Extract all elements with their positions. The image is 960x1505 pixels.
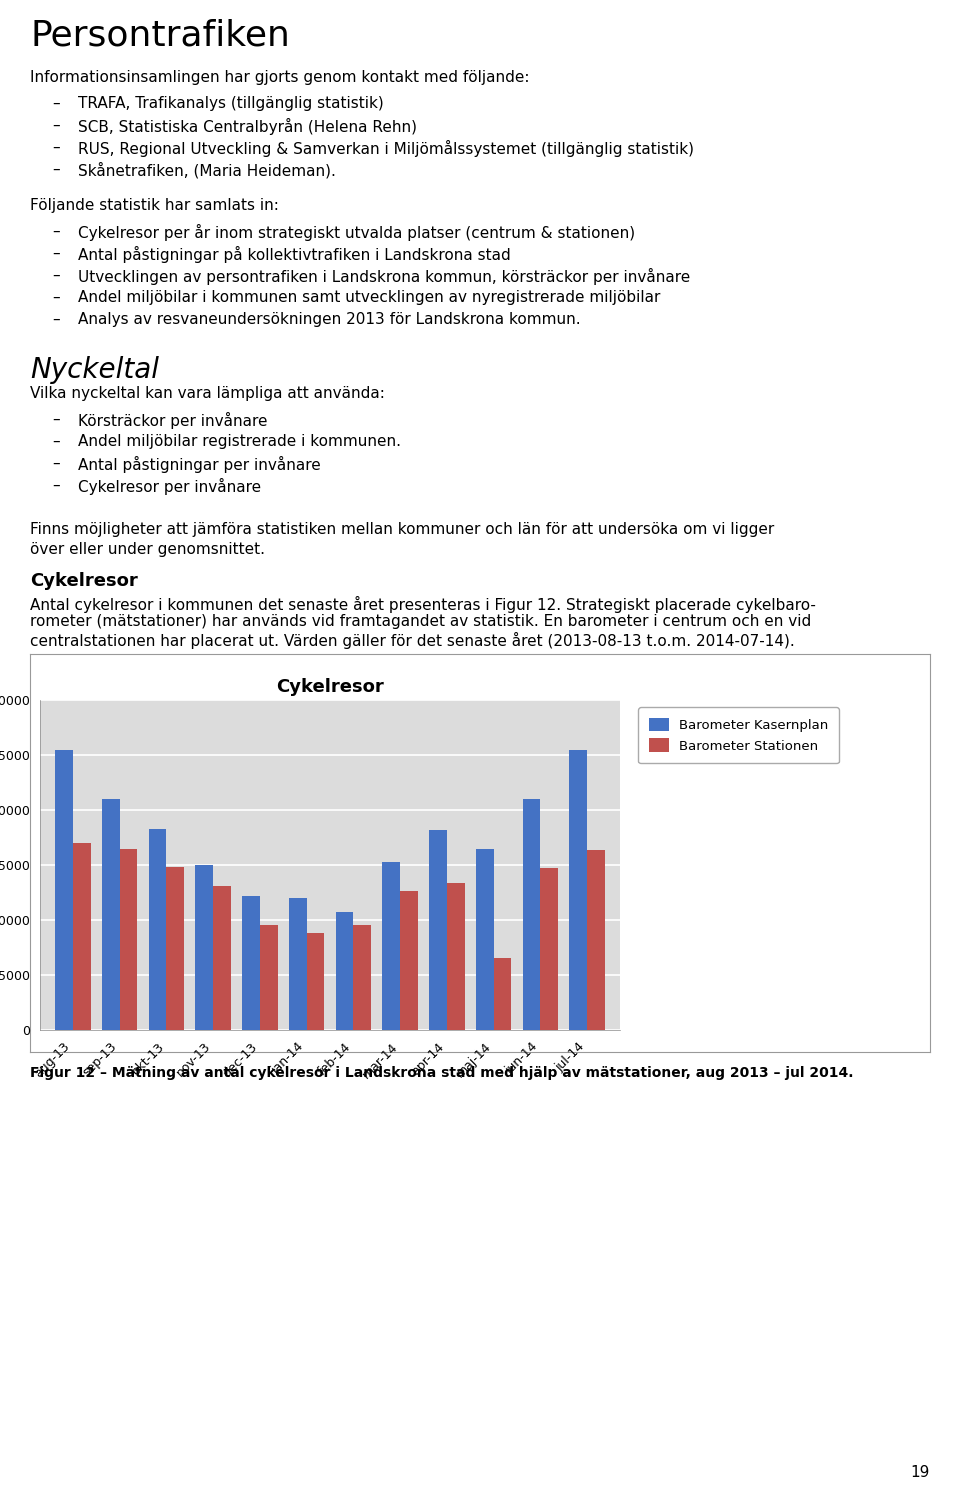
Bar <box>569 749 588 1031</box>
Text: Utvecklingen av persontrafiken i Landskrona kommun, körsträckor per invånare: Utvecklingen av persontrafiken i Landskr… <box>78 268 690 284</box>
Text: Andel miljöbilar i kommunen samt utvecklingen av nyregistrerade miljöbilar: Andel miljöbilar i kommunen samt utveckl… <box>78 290 660 306</box>
Bar <box>447 883 465 1031</box>
Text: Figur 12 – Mätning av antal cykelresor i Landskrona stad med hjälp av mätstation: Figur 12 – Mätning av antal cykelresor i… <box>30 1066 853 1081</box>
Bar <box>353 926 372 1031</box>
Text: –: – <box>52 163 60 178</box>
Text: –: – <box>52 433 60 448</box>
Text: centralstationen har placerat ut. Värden gäller för det senaste året (2013-08-13: centralstationen har placerat ut. Värden… <box>30 632 795 649</box>
Text: Antal påstigningar på kollektivtrafiken i Landskrona stad: Antal påstigningar på kollektivtrafiken … <box>78 245 511 263</box>
Text: –: – <box>52 224 60 239</box>
Bar <box>540 868 559 1031</box>
Text: Körsträckor per invånare: Körsträckor per invånare <box>78 412 268 429</box>
Bar <box>166 867 184 1031</box>
Text: Cykelresor per invånare: Cykelresor per invånare <box>78 479 261 495</box>
Text: Finns möjligheter att jämföra statistiken mellan kommuner och län för att unders: Finns möjligheter att jämföra statistike… <box>30 522 775 537</box>
Text: RUS, Regional Utveckling & Samverkan i Miljömålssystemet (tillgänglig statistik): RUS, Regional Utveckling & Samverkan i M… <box>78 140 694 157</box>
Text: Nyckeltal: Nyckeltal <box>30 357 159 384</box>
Text: Antal cykelresor i kommunen det senaste året presenteras i Figur 12. Strategiskt: Antal cykelresor i kommunen det senaste … <box>30 596 816 613</box>
Bar <box>289 898 306 1031</box>
Bar <box>55 749 73 1031</box>
Text: Analys av resvaneundersökningen 2013 för Landskrona kommun.: Analys av resvaneundersökningen 2013 för… <box>78 312 581 327</box>
Bar <box>306 933 324 1031</box>
Bar <box>149 829 166 1031</box>
Text: –: – <box>52 245 60 260</box>
Text: Antal påstigningar per invånare: Antal påstigningar per invånare <box>78 456 321 473</box>
Text: rometer (mätstationer) har används vid framtagandet av statistik. En barometer i: rometer (mätstationer) har används vid f… <box>30 614 811 629</box>
Bar <box>588 850 605 1031</box>
Text: över eller under genomsnittet.: över eller under genomsnittet. <box>30 542 265 557</box>
Bar <box>213 886 230 1031</box>
Text: Vilka nyckeltal kan vara lämpliga att använda:: Vilka nyckeltal kan vara lämpliga att an… <box>30 385 385 400</box>
Text: Cykelresor per år inom strategiskt utvalda platser (centrum & stationen): Cykelresor per år inom strategiskt utval… <box>78 224 636 241</box>
Bar <box>102 799 119 1031</box>
Text: –: – <box>52 290 60 306</box>
Bar <box>382 862 400 1031</box>
Text: SCB, Statistiska Centralbyrån (Helena Rehn): SCB, Statistiska Centralbyrån (Helena Re… <box>78 117 417 135</box>
Bar <box>336 912 353 1031</box>
Bar <box>73 843 90 1031</box>
Bar <box>260 926 277 1031</box>
Legend: Barometer Kasernplan, Barometer Stationen: Barometer Kasernplan, Barometer Statione… <box>638 707 839 763</box>
Bar <box>429 831 447 1031</box>
Title: Cykelresor: Cykelresor <box>276 679 384 697</box>
Text: Persontrafiken: Persontrafiken <box>30 18 290 53</box>
Bar <box>400 891 418 1031</box>
Text: –: – <box>52 268 60 283</box>
Text: TRAFA, Trafikanalys (tillgänglig statistik): TRAFA, Trafikanalys (tillgänglig statist… <box>78 96 384 111</box>
Bar <box>493 957 512 1031</box>
Text: 19: 19 <box>911 1464 930 1479</box>
Text: –: – <box>52 312 60 327</box>
Bar <box>242 897 260 1031</box>
Bar <box>119 849 137 1031</box>
Bar <box>476 849 493 1031</box>
Text: –: – <box>52 96 60 111</box>
Text: –: – <box>52 479 60 494</box>
Text: Följande statistik har samlats in:: Följande statistik har samlats in: <box>30 199 278 214</box>
Text: –: – <box>52 140 60 155</box>
Text: Cykelresor: Cykelresor <box>30 572 137 590</box>
Text: –: – <box>52 456 60 471</box>
Text: Andel miljöbilar registrerade i kommunen.: Andel miljöbilar registrerade i kommunen… <box>78 433 401 448</box>
Text: Skånetrafiken, (Maria Heideman).: Skånetrafiken, (Maria Heideman). <box>78 163 336 179</box>
Text: –: – <box>52 412 60 427</box>
Bar <box>522 799 540 1031</box>
Text: –: – <box>52 117 60 132</box>
Text: Informationsinsamlingen har gjorts genom kontakt med följande:: Informationsinsamlingen har gjorts genom… <box>30 71 530 84</box>
Bar <box>195 865 213 1031</box>
